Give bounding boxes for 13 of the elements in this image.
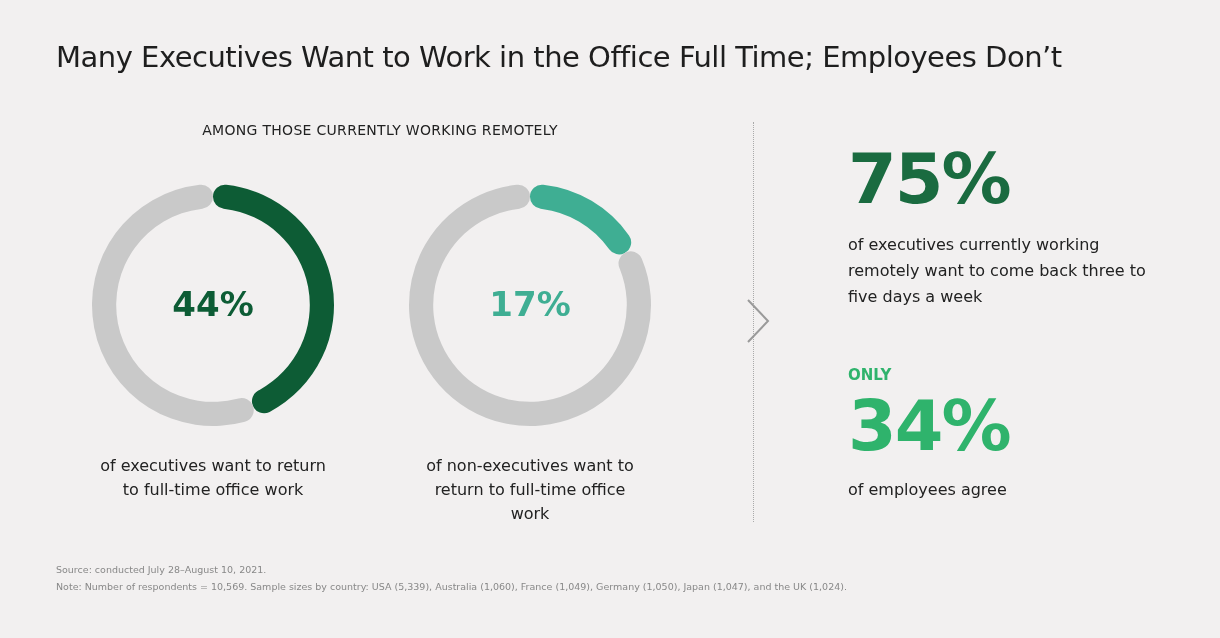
text: of executives want to return to full-time office work [99, 455, 327, 501]
text: 75% [848, 138, 1010, 220]
text: Many Executives Want to Work in the Office Full Time; Employees Don’t [56, 40, 1062, 74]
data-label: 17% [489, 283, 571, 324]
text: of employees agree [848, 480, 1007, 499]
text: ONLY [848, 366, 892, 384]
text: AMONG THOSE CURRENTLY WORKING REMOTELY [201, 122, 559, 138]
source-note: Source: conducted July 28–August 10, 2021. [56, 564, 267, 575]
text: Note: Number of respondents = 10,569. Sample sizes by country: USA (5,339), Australia (1,060), France (1,049), Germany (1,050), Japan (1,047), and the UK (1,024). [56, 580, 848, 594]
text: of non-executives want to return to full-time office work [425, 455, 635, 525]
text: 34% [848, 385, 1010, 467]
text: of executives currently working remotely want to come back three to five days a week [848, 234, 1147, 308]
data-label: 44% [172, 283, 254, 324]
